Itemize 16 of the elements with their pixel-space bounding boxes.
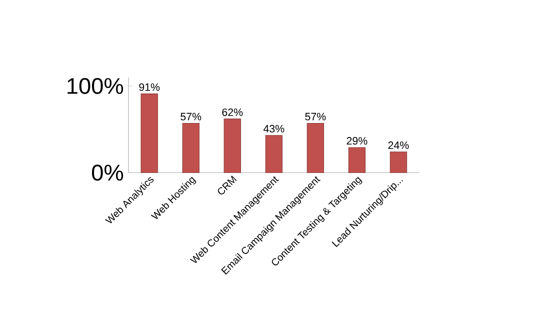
data-label: 57% [305, 112, 326, 120]
bar [306, 123, 324, 173]
bar [140, 94, 158, 173]
data-label: 24% [388, 141, 409, 149]
data-label: 43% [263, 124, 284, 132]
y-tick-label: 0% [92, 164, 124, 181]
bar [224, 118, 241, 173]
data-label: 29% [346, 137, 368, 145]
y-tick-label: 100% [68, 78, 124, 94]
bar [390, 152, 408, 173]
data-label: 91% [139, 83, 160, 91]
bar [265, 135, 282, 173]
data-label: 57% [180, 112, 202, 120]
data-label: 62% [222, 108, 243, 116]
bar [348, 147, 366, 173]
bar [182, 123, 200, 173]
